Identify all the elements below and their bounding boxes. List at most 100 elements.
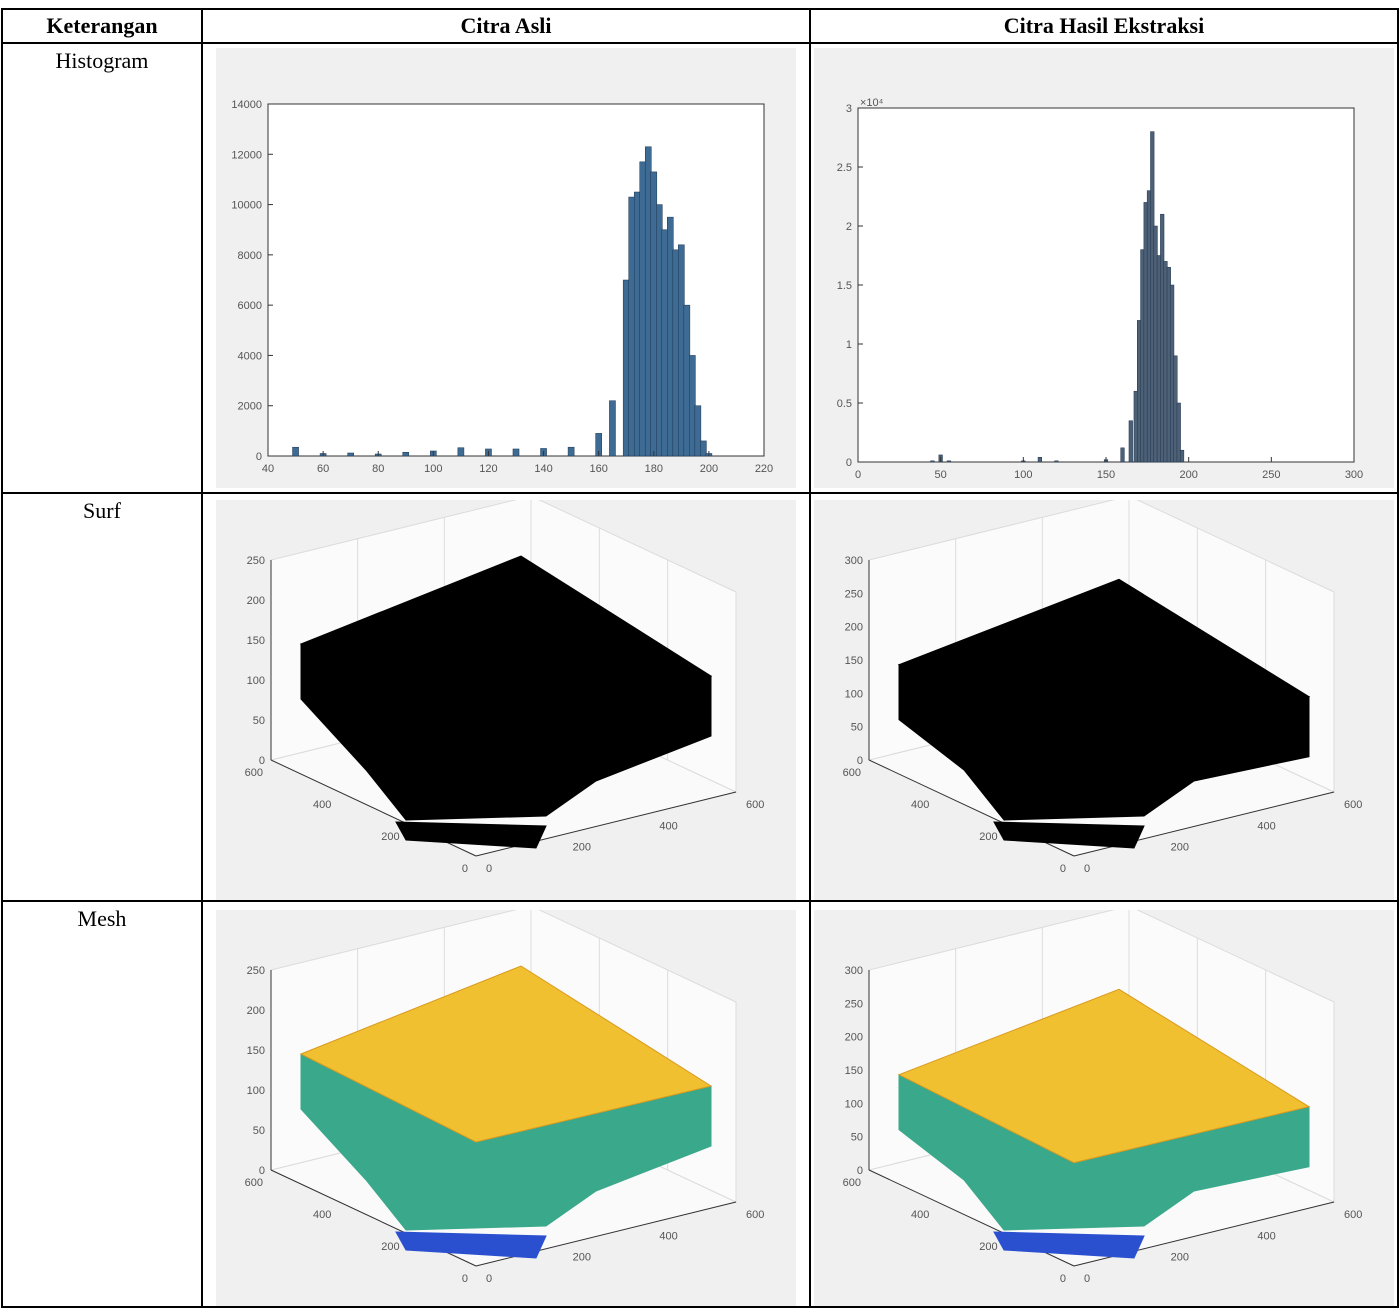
- histogram-bar: [678, 244, 685, 457]
- y-tick-label: 6000: [238, 300, 262, 312]
- histogram-bar: [347, 452, 354, 457]
- z-tick-label: 100: [845, 688, 863, 700]
- histogram-bar: [644, 146, 652, 457]
- plot-area: [857, 107, 1355, 463]
- y-tick-label: 600: [843, 767, 861, 779]
- x-tick-label: 60: [317, 463, 329, 475]
- row-histogram: Histogram 40 60 80 100 120 140 160 180 200 220 0 20…: [1, 42, 1399, 494]
- y-tick-label: 600: [843, 1177, 861, 1189]
- y-tick-label: 200: [979, 1241, 997, 1253]
- z-tick-label: 50: [253, 715, 265, 727]
- surface-top: [299, 555, 713, 733]
- z-tick-label: 200: [845, 1032, 863, 1044]
- x-tick-label: 600: [1344, 1209, 1362, 1221]
- histogram-bar: [661, 229, 669, 457]
- histogram-asli-chart: 40 60 80 100 120 140 160 180 200 220 0 2000 4000 6000…: [231, 99, 773, 475]
- y-tick-label: 200: [381, 1241, 399, 1253]
- z-tick-label: 250: [247, 965, 265, 977]
- header-keterangan: Keterangan: [1, 8, 203, 44]
- z-tick-label: 100: [845, 1098, 863, 1110]
- x-tick-label: 200: [1171, 842, 1189, 854]
- histogram-bar: [512, 448, 520, 457]
- cell-mesh-hasil: 0 50 100 150 200 250 300 600 400 200 0 0 200 400 600: [809, 900, 1399, 1308]
- z-tick-label: 200: [247, 1005, 265, 1017]
- y-tick-label: 400: [911, 799, 929, 811]
- y-tick-label: 400: [313, 1209, 331, 1221]
- x-tick-label: 200: [1171, 1252, 1189, 1264]
- x-tick-label: 200: [573, 842, 591, 854]
- x-tick-label: 0: [855, 469, 861, 481]
- surf-asli-plot: 0 50 100 150 200 250 600 400 200 0 0 200 400 600: [245, 500, 764, 875]
- histogram-bar: [633, 191, 641, 457]
- x-tick-label: 50: [935, 469, 947, 481]
- y-tick-label: 12000: [231, 149, 262, 161]
- row-label-histogram: Histogram: [1, 42, 203, 494]
- y-tick-label: 0.5: [837, 398, 852, 410]
- cell-histogram-hasil: 0 50 100 150 200 250 300 0 0.5 1 1.5 2 2.5 3 ×10⁴: [809, 42, 1399, 494]
- histogram-bar: [1120, 447, 1125, 463]
- y-tick-label: 14000: [231, 99, 262, 111]
- x-tick-label: 600: [746, 799, 764, 811]
- y-tick-label: 0: [462, 1273, 468, 1285]
- histogram-bar: [609, 400, 616, 457]
- x-tick-label: 220: [755, 463, 773, 475]
- x-tick-label: 40: [262, 463, 274, 475]
- z-tick-label: 150: [247, 635, 265, 647]
- x-tick-label: 600: [746, 1209, 764, 1221]
- x-tick-label: 160: [589, 463, 607, 475]
- x-tick-label: 0: [1084, 1273, 1090, 1285]
- x-tick-label: 200: [700, 463, 718, 475]
- z-tick-label: 50: [851, 1132, 863, 1144]
- histogram-bar: [650, 171, 658, 457]
- histogram-bar: [567, 446, 575, 457]
- comparison-table: Keterangan Citra Asli Citra Hasil Ekstra…: [1, 8, 1399, 1308]
- x-tick-label: 180: [645, 463, 663, 475]
- z-tick-label: 0: [259, 755, 265, 767]
- histogram-bar: [639, 161, 647, 457]
- header-citra-asli: Citra Asli: [201, 8, 811, 44]
- z-tick-label: 0: [857, 1165, 863, 1177]
- y-tick-label: 0: [1060, 1273, 1066, 1285]
- y-tick-label: 10000: [231, 200, 262, 212]
- z-tick-label: 100: [247, 1085, 265, 1097]
- x-tick-label: 80: [372, 463, 384, 475]
- histogram-bar: [1179, 449, 1185, 463]
- z-tick-label: 150: [845, 1065, 863, 1077]
- histogram-bar: [689, 355, 696, 457]
- x-tick-label: 0: [486, 1273, 492, 1285]
- x-tick-label: 400: [659, 1230, 677, 1242]
- surface-low-region: [395, 821, 547, 849]
- x-tick-label: 400: [659, 820, 677, 832]
- histogram-bar: [694, 405, 702, 457]
- y-tick-label: 400: [313, 799, 331, 811]
- x-tick-label: 0: [486, 863, 492, 875]
- y-tick-label: 4000: [238, 350, 262, 362]
- histogram-bar: [700, 440, 707, 457]
- y-tick-label: 2.5: [837, 162, 852, 174]
- x-tick-label: 200: [1179, 469, 1197, 481]
- y-tick-label: 1: [846, 339, 852, 351]
- x-tick-label: 100: [1014, 469, 1032, 481]
- histogram-bar: [683, 304, 691, 457]
- histogram-bar: [946, 460, 952, 463]
- surface-low-region: [395, 1231, 547, 1259]
- histogram-bar: [930, 460, 935, 463]
- figure-histogram-asli: 40 60 80 100 120 140 160 180 200 220 0 2000 4000 6000…: [216, 48, 796, 488]
- z-tick-label: 0: [857, 755, 863, 767]
- y-tick-label: 1.5: [837, 280, 852, 292]
- histogram-bar: [457, 447, 465, 457]
- surface-top: [299, 965, 713, 1143]
- x-tick-label: 400: [1257, 820, 1275, 832]
- cell-histogram-asli: 40 60 80 100 120 140 160 180 200 220 0 2000 4000 6000…: [201, 42, 811, 494]
- y-tick-label: 0: [462, 863, 468, 875]
- surface-top: [897, 578, 1311, 754]
- y-multiplier-label: ×10⁴: [860, 97, 884, 109]
- figure-mesh-hasil: 0 50 100 150 200 250 300 600 400 200 0 0 200 400 600: [814, 910, 1394, 1306]
- y-tick-label: 0: [846, 457, 852, 469]
- x-tick-label: 150: [1097, 469, 1115, 481]
- x-tick-label: 600: [1344, 799, 1362, 811]
- surf-hasil-plot: 0 50 100 150 200 250 300 600 400 200 0 0 200 400 600: [843, 500, 1362, 875]
- z-tick-label: 200: [247, 595, 265, 607]
- x-tick-label: 0: [1084, 863, 1090, 875]
- z-tick-label: 150: [247, 1045, 265, 1057]
